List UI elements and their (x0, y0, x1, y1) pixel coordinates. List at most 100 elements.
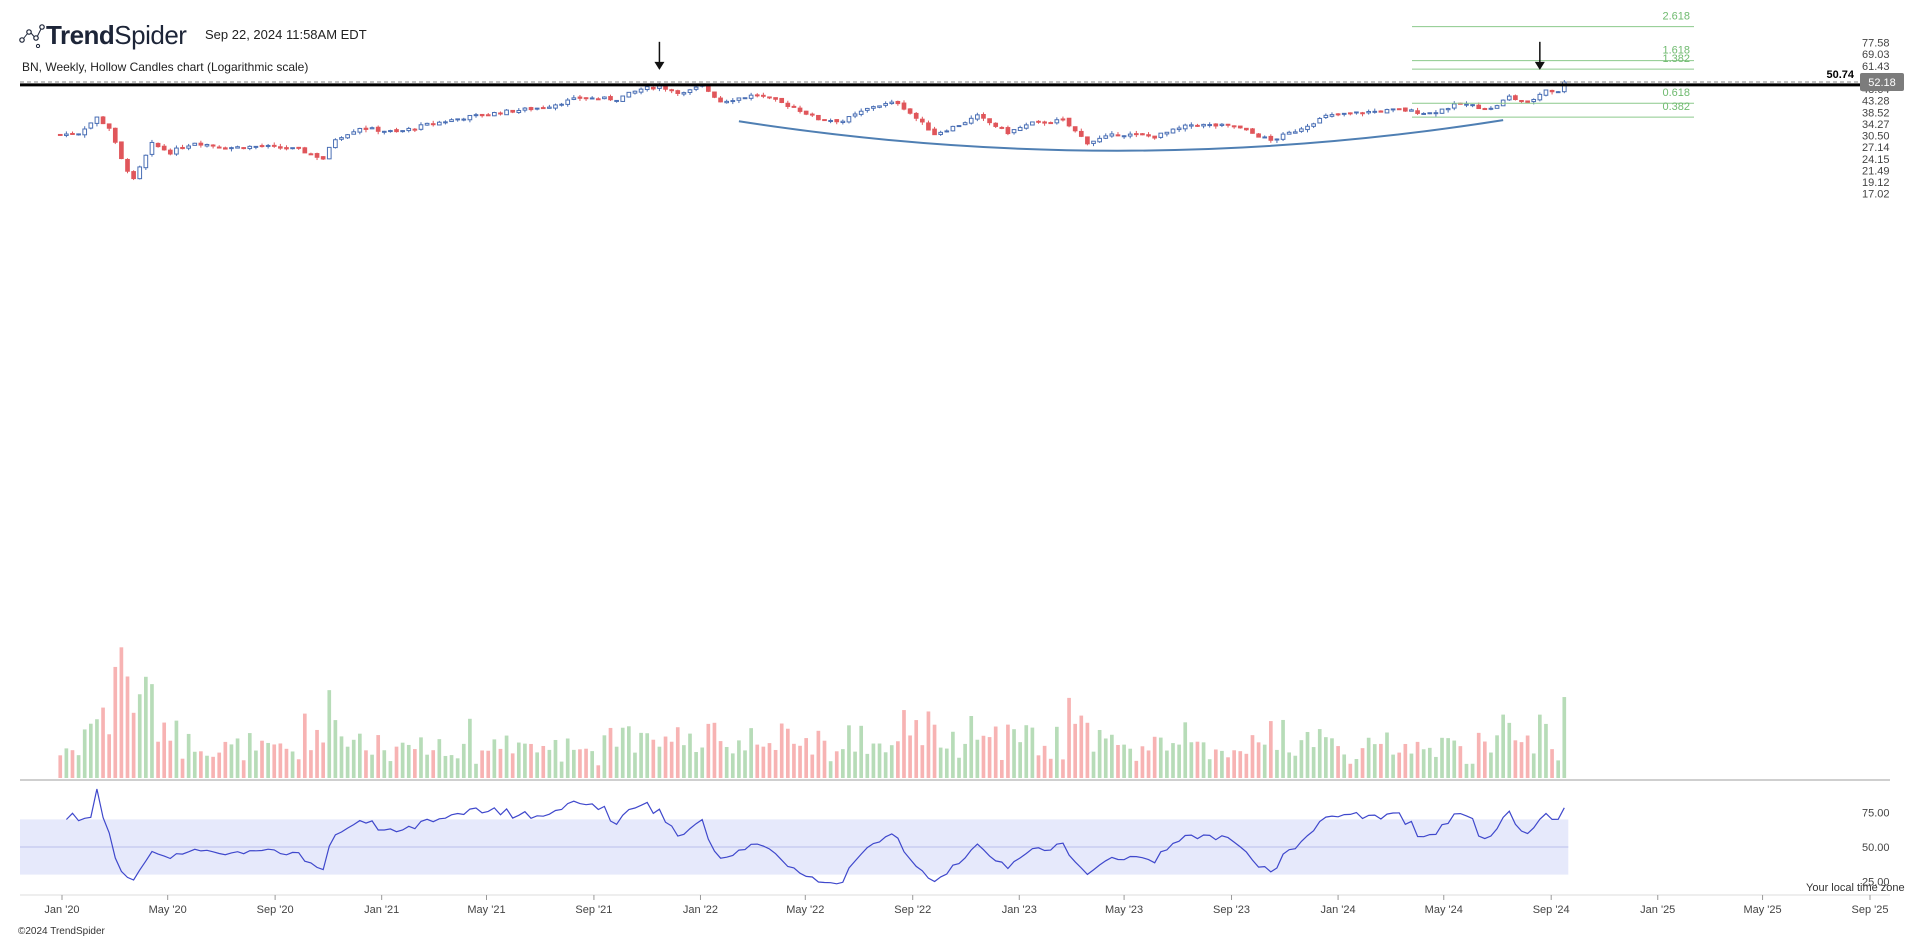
candle-body (577, 96, 583, 99)
volume-bar (1531, 753, 1536, 778)
volume-bar (150, 684, 154, 778)
volume-bar (700, 747, 705, 778)
candle-body (1378, 110, 1384, 113)
local-time-zone-label: Your local time zone (1806, 882, 1905, 894)
volume-bar (199, 751, 203, 778)
volume-bar (1250, 735, 1255, 778)
volume-bar (951, 731, 955, 778)
volume-bar (847, 725, 851, 778)
volume-bar (1220, 750, 1224, 778)
time-tick-label: Sep '24 (1533, 904, 1570, 916)
candle-body (1286, 131, 1292, 135)
candle-body (1023, 124, 1029, 129)
volume-bar (749, 728, 753, 778)
volume-bar (828, 761, 833, 778)
volume-bar (767, 743, 772, 778)
candle-body (1158, 132, 1164, 138)
candle-body (339, 137, 344, 140)
candle-body (608, 96, 613, 101)
candle-body (1115, 134, 1121, 137)
volume-bar (1458, 746, 1463, 778)
candle-body (583, 97, 589, 100)
volume-bar (315, 729, 319, 778)
volume-bar (627, 726, 631, 778)
candle-body (1097, 137, 1102, 143)
volume-bar (144, 676, 148, 778)
volume-bar (1538, 714, 1542, 778)
candle-body (589, 97, 595, 100)
candle-body (1268, 135, 1274, 141)
volume-bar (192, 751, 197, 778)
candle-body (430, 123, 436, 126)
volume-bar (1232, 750, 1236, 778)
candle-body (913, 112, 919, 119)
candle-body (112, 127, 118, 143)
volume-bar (492, 739, 497, 778)
candle-body (809, 113, 815, 116)
volume-bar (1421, 749, 1426, 778)
volume-bar (1379, 743, 1383, 778)
candle-body (1085, 136, 1090, 145)
candle-body (259, 145, 265, 148)
candle-body (1317, 117, 1323, 124)
candle-body (614, 99, 619, 102)
candle-body (1030, 121, 1035, 126)
candle-body (993, 122, 999, 127)
cup-arc (738, 119, 1504, 152)
volume-bar (1079, 715, 1084, 778)
volume-bar (657, 746, 662, 778)
volume-bar (241, 760, 246, 778)
candle-body (926, 122, 931, 131)
candle-body (1409, 109, 1414, 112)
volume-bar (730, 753, 735, 778)
volume-bar (883, 752, 888, 778)
candle-body (1366, 111, 1371, 114)
volume-bar (908, 735, 912, 778)
volume-bar (871, 743, 876, 778)
volume-bar (1262, 744, 1267, 778)
candle-body (852, 113, 858, 117)
volume-bar (981, 735, 986, 778)
candle-body (718, 97, 723, 103)
volume-bar (370, 754, 374, 778)
price-tick-label: 43.28 (1862, 96, 1890, 108)
volume-bar (1464, 763, 1469, 778)
price-tick-label: 17.02 (1862, 189, 1890, 201)
volume-bar (1067, 697, 1071, 778)
volume-bar (682, 745, 686, 778)
candle-body (351, 131, 357, 135)
volume-bar (896, 741, 900, 778)
volume-bar (1226, 757, 1230, 778)
candle-body (265, 144, 271, 147)
volume-bar (804, 738, 808, 778)
candle-body (76, 133, 81, 136)
volume-bar (1275, 749, 1279, 778)
volume-bar (247, 733, 252, 778)
candle-body (938, 131, 944, 135)
candle-body (1470, 104, 1475, 107)
volume-bar (437, 739, 442, 778)
volume-bar (455, 758, 460, 778)
volume-bar (779, 723, 784, 778)
price-tick-label: 34.27 (1862, 119, 1890, 131)
candle-body (1451, 103, 1457, 109)
candle-body (1354, 111, 1359, 114)
candle-body (1176, 127, 1182, 131)
time-tick-label: May '25 (1743, 904, 1781, 916)
volume-bar (1446, 738, 1450, 778)
candle-body (302, 147, 308, 154)
volume-bar (443, 755, 448, 778)
candle-body (1005, 127, 1011, 135)
candle-body (70, 132, 75, 135)
candle-body (547, 106, 552, 109)
volume-bar (1354, 759, 1359, 778)
volume-bar (1012, 729, 1016, 778)
candle-body (565, 99, 571, 105)
volume-bar (510, 753, 515, 778)
volume-bar (541, 745, 546, 778)
candle-body (675, 90, 681, 94)
volume-bar (1299, 740, 1304, 778)
volume-bar (1385, 732, 1389, 778)
candle-body (290, 147, 295, 150)
